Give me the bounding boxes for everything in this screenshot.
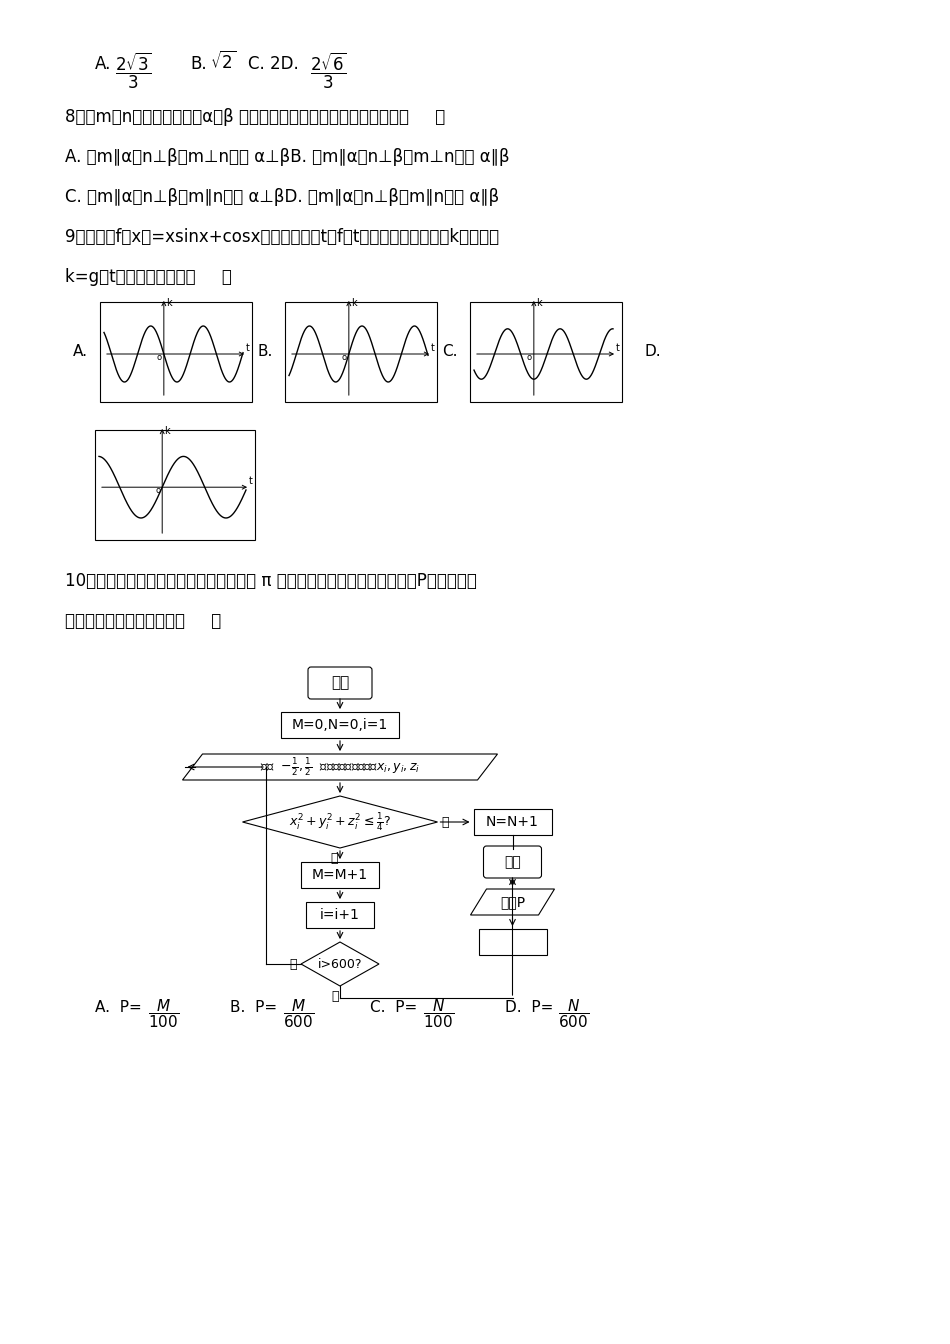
Text: $\dfrac{2\sqrt{3}}{3}$: $\dfrac{2\sqrt{3}}{3}$ [115,51,152,91]
Text: A. 若m∥α，n⊥β，m⊥n，则 α⊥βB. 若m∥α，n⊥β，m⊥n，则 α∥β: A. 若m∥α，n⊥β，m⊥n，则 α⊥βB. 若m∥α，n⊥β，m⊥n，则 α… [65,148,509,167]
Bar [95,430,255,540]
Bar [95,430,255,540]
Text: B.: B. [190,55,207,73]
Text: 8．设m，n是不同的直线，α，β 是不同的平面，下列命题中正确的是（     ）: 8．设m，n是不同的直线，α，β 是不同的平面，下列命题中正确的是（ ） [65,108,446,126]
Text: i=i+1: i=i+1 [320,909,360,922]
Bar [285,302,437,402]
Text: t: t [431,343,435,353]
Text: A.: A. [73,344,88,359]
Text: 9．设函数f（x）=xsinx+cosx的图象在点（t，f（t））处切线的斜率为k，则函数: 9．设函数f（x）=xsinx+cosx的图象在点（t，f（t））处切线的斜率为… [65,228,499,246]
Text: 结果，则图中空白处应填（     ）: 结果，则图中空白处应填（ ） [65,612,221,630]
Text: 是: 是 [331,852,338,866]
Polygon shape [470,888,555,915]
Text: A.: A. [95,55,111,73]
Text: C.: C. [443,344,458,359]
Bar [479,929,546,956]
Text: k: k [536,298,542,308]
Text: C. 2D.: C. 2D. [248,55,298,73]
Text: 输出P: 输出P [500,895,525,909]
Text: o: o [342,353,347,362]
Text: C. 若m∥α，n⊥β，m∥n，则 α⊥βD. 若m∥α，n⊥β，m∥n，则 α∥β: C. 若m∥α，n⊥β，m∥n，则 α⊥βD. 若m∥α，n⊥β，m∥n，则 α… [65,188,500,206]
Text: k=g（t）的部分图象为（     ）: k=g（t）的部分图象为（ ） [65,267,232,286]
Bar [100,302,252,402]
Text: 开始: 开始 [331,676,350,691]
Bar [100,302,252,402]
Text: t: t [249,476,253,487]
Bar [281,712,399,738]
Text: B.: B. [257,344,273,359]
Text: $\dfrac{N}{100}$: $\dfrac{N}{100}$ [423,997,454,1030]
Text: 否: 否 [290,957,297,970]
Text: o: o [155,487,161,495]
Text: D.: D. [645,344,661,359]
Text: $x_i^2+y_i^2+z_i^2 \leq \frac{1}{4}$?: $x_i^2+y_i^2+z_i^2 \leq \frac{1}{4}$? [289,810,391,833]
Text: $\dfrac{M}{600}$: $\dfrac{M}{600}$ [283,997,314,1030]
Text: o: o [526,353,532,362]
Text: M=M+1: M=M+1 [312,868,368,882]
FancyBboxPatch shape [308,667,372,699]
Text: 10．（理）用随机模拟的方法估计圆周率 π 的近似值的程序框图如图所示，P表示输出的: 10．（理）用随机模拟的方法估计圆周率 π 的近似值的程序框图如图所示，P表示输… [65,573,477,590]
Text: B.  P=: B. P= [230,1000,277,1015]
Text: $\dfrac{M}{100}$: $\dfrac{M}{100}$ [148,997,180,1030]
Text: $\dfrac{2\sqrt{6}}{3}$: $\dfrac{2\sqrt{6}}{3}$ [310,51,347,91]
Bar [306,902,374,927]
Text: k: k [164,426,170,435]
Text: $\dfrac{N}{600}$: $\dfrac{N}{600}$ [558,997,589,1030]
Text: N=N+1: N=N+1 [486,814,539,829]
Text: t: t [246,343,250,353]
Text: 产生  $-\frac{1}{2},\frac{1}{2}$  范围内的三个随机数$x_i, y_i, z_i$: 产生 $-\frac{1}{2},\frac{1}{2}$ 范围内的三个随机数$… [260,757,420,778]
Text: 结束: 结束 [504,855,521,870]
Bar [301,862,379,888]
Bar [470,302,622,402]
Text: k: k [351,298,356,308]
Text: $\sqrt{2}$: $\sqrt{2}$ [210,51,237,73]
Text: k: k [166,298,171,308]
Polygon shape [242,796,438,848]
Text: 否: 否 [442,816,449,828]
Bar [473,809,552,835]
Polygon shape [301,942,379,986]
Text: A.  P=: A. P= [95,1000,142,1015]
Text: C.  P=: C. P= [370,1000,417,1015]
Text: i>600?: i>600? [317,957,362,970]
FancyBboxPatch shape [484,845,542,878]
Bar [470,302,622,402]
Text: 是: 是 [332,991,339,1003]
Polygon shape [182,754,498,780]
Text: o: o [157,353,162,362]
Bar [285,302,437,402]
Text: M=0,N=0,i=1: M=0,N=0,i=1 [292,718,389,732]
Text: D.  P=: D. P= [505,1000,553,1015]
Text: t: t [616,343,620,353]
